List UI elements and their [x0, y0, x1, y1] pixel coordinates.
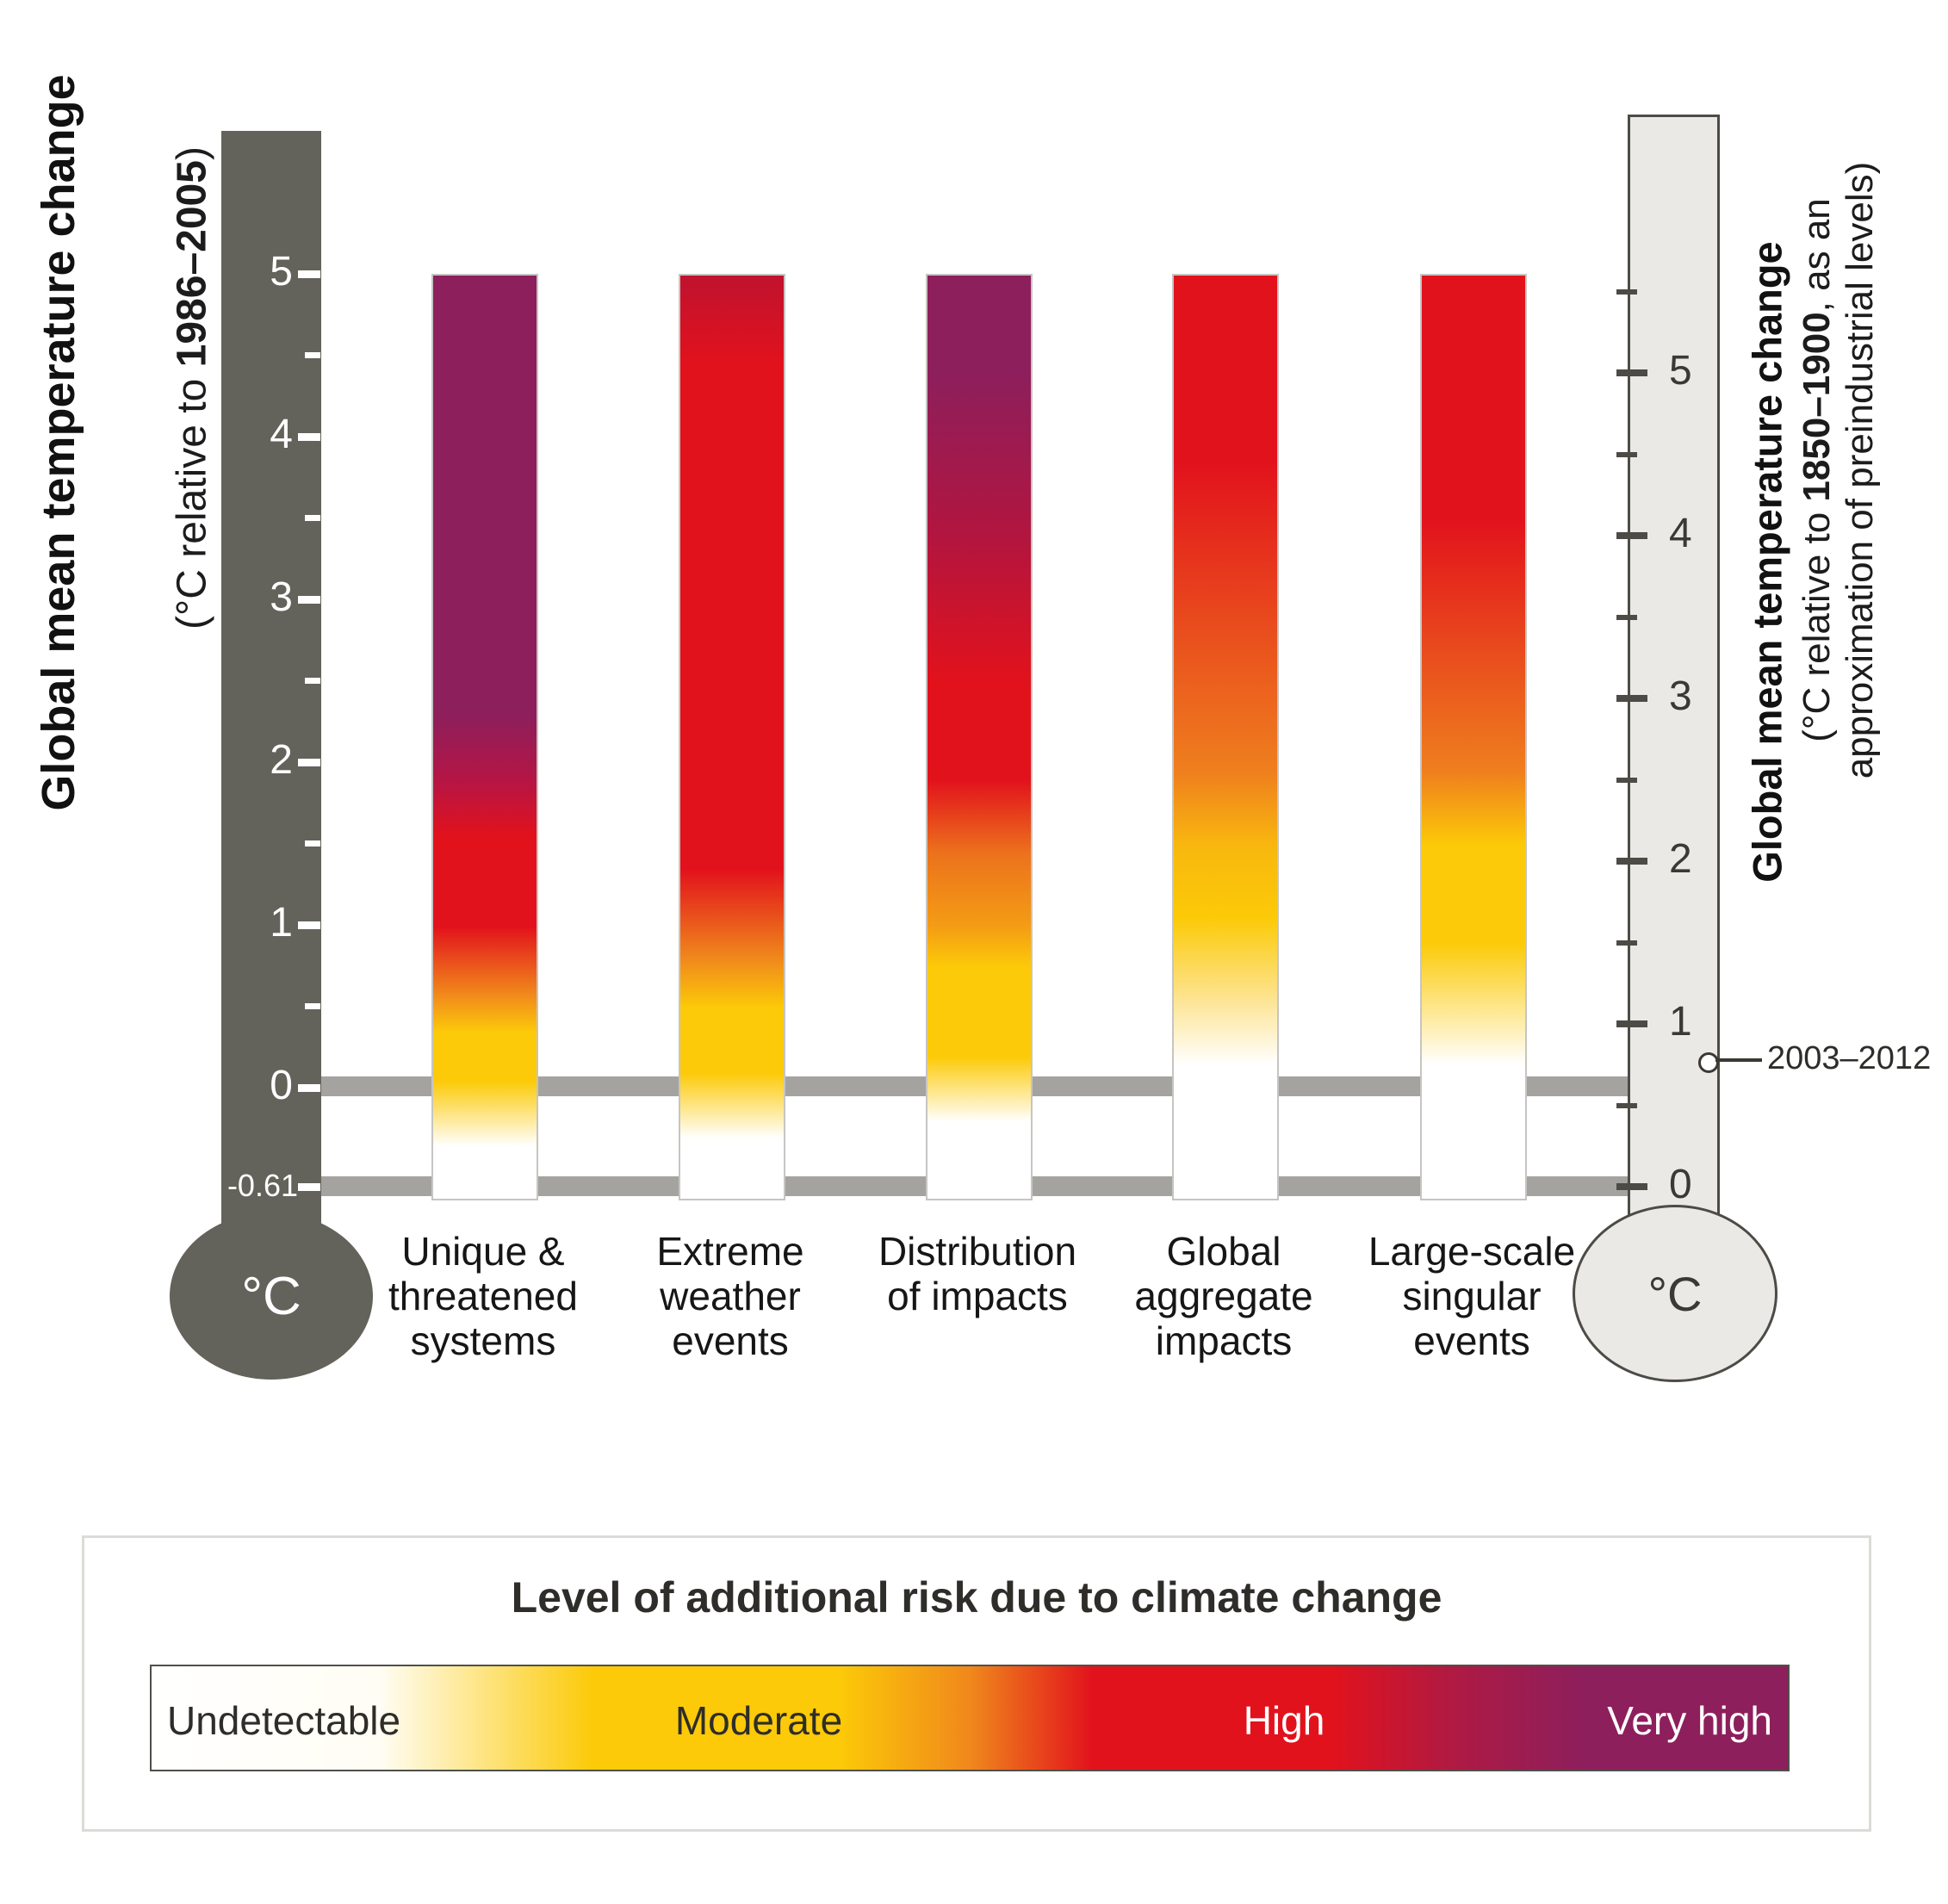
left-axis-subtitle: (°C relative to 1986–2005) — [169, 146, 215, 629]
ember-gradient — [433, 276, 537, 1199]
left-axis-tick — [298, 921, 320, 929]
category-label-line: impacts — [1155, 1318, 1293, 1363]
right-axis-tick — [1616, 1020, 1647, 1028]
right-axis-tick — [1616, 1183, 1647, 1191]
ember-gradient — [1174, 276, 1277, 1199]
right-axis-tick-label: 5 — [1669, 348, 1692, 394]
right-axis-minor-tick — [1616, 1102, 1637, 1108]
right-axis-tick-label: 4 — [1669, 511, 1692, 557]
right-axis-title-text: Global mean temperature change — [1744, 241, 1790, 883]
ember-column — [431, 274, 538, 1200]
ember-gradient — [1422, 276, 1525, 1199]
left-axis-minor-tick — [305, 678, 320, 684]
right-axis-tick — [1616, 858, 1647, 865]
left-axis-tick — [298, 432, 320, 441]
category-label-line: of impacts — [887, 1273, 1068, 1318]
left-axis-tick — [298, 758, 320, 766]
legend-label-high: High — [1243, 1698, 1325, 1743]
observed-marker-line — [1715, 1058, 1762, 1062]
right-axis-subtitle-line2: approximation of preindustrial levels) — [1839, 161, 1881, 779]
right-axis-tick-label: 3 — [1669, 673, 1692, 720]
legend-gradient-bar: Undetectable Moderate High Very high — [150, 1665, 1790, 1771]
left-axis-tick-label: 0 — [270, 1063, 293, 1108]
left-axis-tick-label: 4 — [270, 412, 293, 457]
right-axis-minor-tick — [1616, 777, 1637, 783]
right-axis-minor-tick — [1616, 614, 1637, 620]
category-label-line: Large-scale — [1368, 1229, 1576, 1274]
right-axis-tick-label: 1 — [1669, 999, 1692, 1045]
left-axis-tick-label: 1 — [270, 900, 293, 946]
right-axis-minor-tick — [1616, 288, 1637, 295]
left-axis-minor-tick — [305, 1003, 320, 1009]
right-axis-minor-tick — [1616, 451, 1637, 457]
legend-label-very-high: Very high — [1607, 1698, 1772, 1743]
left-axis-tick — [298, 1083, 320, 1092]
category-label: Distribution of impacts — [840, 1229, 1115, 1319]
category-label-line: systems — [410, 1318, 556, 1363]
legend-label-moderate: Moderate — [674, 1698, 843, 1743]
category-label: Extreme weather events — [592, 1229, 868, 1364]
left-axis-minor-tick — [305, 515, 320, 521]
observed-marker-dot — [1698, 1052, 1719, 1073]
right-thermometer-unit: °C — [1647, 1266, 1703, 1321]
legend-title: Level of additional risk due to climate … — [511, 1573, 1442, 1622]
left-axis-tick — [298, 270, 320, 278]
legend-label-undetectable: Undetectable — [167, 1698, 401, 1743]
left-axis-minor-tick — [305, 352, 320, 358]
category-label-line: weather — [660, 1273, 801, 1318]
left-axis-baseline-label: -0.61 — [226, 1168, 298, 1204]
category-label: Global aggregate impacts — [1086, 1229, 1362, 1364]
category-label-line: Unique & — [401, 1229, 565, 1274]
ember-column — [926, 274, 1033, 1200]
right-axis-tick-label: 2 — [1669, 836, 1692, 883]
category-label-line: Global — [1166, 1229, 1281, 1274]
left-axis-baseline-tick — [298, 1182, 320, 1191]
legend-panel: Level of additional risk due to climate … — [82, 1535, 1871, 1832]
category-label-line: threatened — [388, 1273, 578, 1318]
ember-column — [679, 274, 785, 1200]
category-label: Unique & threatened systems — [345, 1229, 621, 1364]
left-thermometer-unit: °C — [241, 1266, 301, 1326]
observed-marker-label: 2003–2012 — [1767, 1040, 1932, 1076]
left-axis-tick-label: 2 — [270, 737, 293, 783]
left-axis-tick-label: 3 — [270, 574, 293, 620]
category-label-line: events — [672, 1318, 789, 1363]
right-axis-title: Global mean temperature change — [1744, 3, 1791, 1122]
category-label-line: singular — [1402, 1273, 1542, 1318]
left-thermometer-bulb: °C — [170, 1212, 373, 1380]
right-thermometer-bulb: °C — [1573, 1205, 1777, 1382]
left-axis-title-text: Global mean temperature change — [33, 74, 84, 811]
ember-gradient — [927, 276, 1031, 1199]
ember-gradient — [680, 276, 784, 1199]
left-axis-tick-label: 5 — [270, 249, 293, 295]
right-axis-tick-label: 0 — [1669, 1162, 1692, 1208]
ember-column — [1172, 274, 1279, 1200]
right-axis-tick — [1616, 695, 1647, 703]
category-label-line: aggregate — [1134, 1273, 1313, 1318]
left-axis-title: Global mean temperature change — [32, 0, 85, 1002]
left-axis-minor-tick — [305, 840, 320, 847]
ember-column — [1420, 274, 1527, 1200]
left-thermometer-tube — [221, 131, 321, 1237]
category-label-line: events — [1413, 1318, 1530, 1363]
left-axis-tick — [298, 595, 320, 604]
right-axis-subtitle-line1: (°C relative to 1850–1900, as an — [1796, 198, 1838, 742]
right-thermometer-tube — [1628, 115, 1720, 1234]
category-label-line: Distribution — [878, 1229, 1077, 1274]
category-label: Large-scale singular events — [1334, 1229, 1610, 1364]
right-axis-tick — [1616, 369, 1647, 377]
right-axis-minor-tick — [1616, 940, 1637, 946]
right-axis-tick — [1616, 532, 1647, 540]
category-label-line: Extreme — [656, 1229, 804, 1274]
